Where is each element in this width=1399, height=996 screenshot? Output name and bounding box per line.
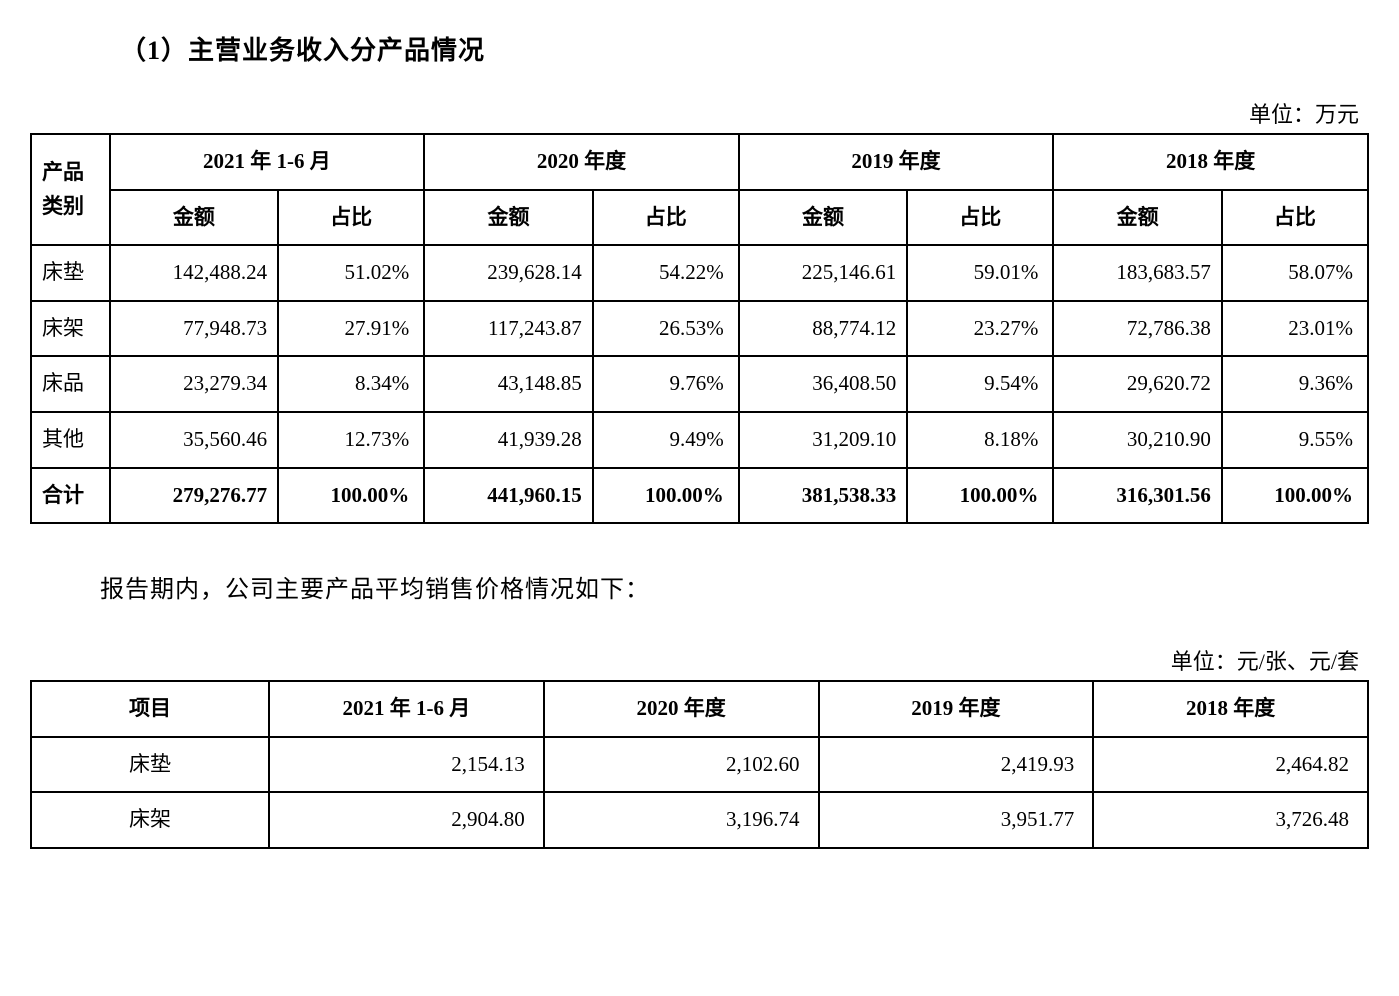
cell-ratio: 54.22% — [593, 245, 739, 301]
cell-value: 2,154.13 — [269, 737, 544, 793]
table-row: 床垫 2,154.13 2,102.60 2,419.93 2,464.82 — [31, 737, 1368, 793]
cell-amount: 72,786.38 — [1053, 301, 1222, 357]
avg-price-table: 项目 2021 年 1-6 月 2020 年度 2019 年度 2018 年度 … — [30, 680, 1369, 849]
cell-ratio: 9.76% — [593, 356, 739, 412]
table-row: 床品 23,279.34 8.34% 43,148.85 9.76% 36,40… — [31, 356, 1368, 412]
cell-ratio: 51.02% — [278, 245, 424, 301]
subheader-amount: 金额 — [110, 190, 279, 246]
cell-category: 其他 — [31, 412, 110, 468]
cell-amount: 239,628.14 — [424, 245, 593, 301]
cell-ratio: 100.00% — [593, 468, 739, 524]
mid-paragraph: 报告期内，公司主要产品平均销售价格情况如下： — [100, 569, 1379, 604]
cell-category: 床垫 — [31, 245, 110, 301]
header-period-1: 2020 年度 — [424, 134, 739, 190]
cell-amount: 279,276.77 — [110, 468, 279, 524]
cell-amount: 88,774.12 — [739, 301, 908, 357]
cell-amount: 77,948.73 — [110, 301, 279, 357]
cell-amount: 381,538.33 — [739, 468, 908, 524]
header-category: 产品类别 — [31, 134, 110, 245]
table-total-row: 合计 279,276.77 100.00% 441,960.15 100.00%… — [31, 468, 1368, 524]
cell-ratio: 9.55% — [1222, 412, 1368, 468]
cell-ratio: 59.01% — [907, 245, 1053, 301]
subheader-ratio: 占比 — [1222, 190, 1368, 246]
cell-item: 床架 — [31, 792, 269, 848]
cell-ratio: 26.53% — [593, 301, 739, 357]
cell-amount: 30,210.90 — [1053, 412, 1222, 468]
header-period-3: 2018 年度 — [1093, 681, 1368, 737]
header-period-1: 2020 年度 — [544, 681, 819, 737]
cell-value: 2,904.80 — [269, 792, 544, 848]
cell-ratio: 8.34% — [278, 356, 424, 412]
subheader-ratio: 占比 — [278, 190, 424, 246]
header-period-0: 2021 年 1-6 月 — [110, 134, 425, 190]
cell-amount: 36,408.50 — [739, 356, 908, 412]
cell-amount: 31,209.10 — [739, 412, 908, 468]
table-row: 床架 2,904.80 3,196.74 3,951.77 3,726.48 — [31, 792, 1368, 848]
cell-ratio: 27.91% — [278, 301, 424, 357]
cell-ratio: 12.73% — [278, 412, 424, 468]
header-period-3: 2018 年度 — [1053, 134, 1368, 190]
cell-amount: 183,683.57 — [1053, 245, 1222, 301]
cell-ratio: 58.07% — [1222, 245, 1368, 301]
cell-value: 2,419.93 — [819, 737, 1094, 793]
table1-body: 床垫 142,488.24 51.02% 239,628.14 54.22% 2… — [31, 245, 1368, 523]
cell-amount: 29,620.72 — [1053, 356, 1222, 412]
cell-amount: 41,939.28 — [424, 412, 593, 468]
cell-value: 3,951.77 — [819, 792, 1094, 848]
cell-ratio: 100.00% — [278, 468, 424, 524]
subheader-amount: 金额 — [739, 190, 908, 246]
table1-unit-label: 单位：万元 — [20, 97, 1359, 129]
subheader-amount: 金额 — [424, 190, 593, 246]
cell-category: 合计 — [31, 468, 110, 524]
table-row: 其他 35,560.46 12.73% 41,939.28 9.49% 31,2… — [31, 412, 1368, 468]
cell-ratio: 23.01% — [1222, 301, 1368, 357]
cell-category: 床架 — [31, 301, 110, 357]
table2-unit-label: 单位：元/张、元/套 — [20, 644, 1359, 676]
header-period-2: 2019 年度 — [819, 681, 1094, 737]
cell-value: 2,102.60 — [544, 737, 819, 793]
cell-ratio: 8.18% — [907, 412, 1053, 468]
cell-amount: 441,960.15 — [424, 468, 593, 524]
header-period-2: 2019 年度 — [739, 134, 1054, 190]
cell-ratio: 9.36% — [1222, 356, 1368, 412]
table-row: 床架 77,948.73 27.91% 117,243.87 26.53% 88… — [31, 301, 1368, 357]
cell-amount: 117,243.87 — [424, 301, 593, 357]
subheader-amount: 金额 — [1053, 190, 1222, 246]
table-row: 床垫 142,488.24 51.02% 239,628.14 54.22% 2… — [31, 245, 1368, 301]
revenue-by-product-table: 产品类别 2021 年 1-6 月 2020 年度 2019 年度 2018 年… — [30, 133, 1369, 524]
cell-amount: 142,488.24 — [110, 245, 279, 301]
cell-ratio: 23.27% — [907, 301, 1053, 357]
cell-ratio: 100.00% — [1222, 468, 1368, 524]
header-item: 项目 — [31, 681, 269, 737]
subheader-ratio: 占比 — [907, 190, 1053, 246]
cell-value: 2,464.82 — [1093, 737, 1368, 793]
cell-category: 床品 — [31, 356, 110, 412]
cell-amount: 316,301.56 — [1053, 468, 1222, 524]
cell-amount: 23,279.34 — [110, 356, 279, 412]
cell-ratio: 100.00% — [907, 468, 1053, 524]
cell-amount: 43,148.85 — [424, 356, 593, 412]
cell-ratio: 9.54% — [907, 356, 1053, 412]
header-period-0: 2021 年 1-6 月 — [269, 681, 544, 737]
subheader-ratio: 占比 — [593, 190, 739, 246]
cell-ratio: 9.49% — [593, 412, 739, 468]
cell-amount: 225,146.61 — [739, 245, 908, 301]
section-title: （1）主营业务收入分产品情况 — [120, 30, 1379, 67]
cell-value: 3,196.74 — [544, 792, 819, 848]
cell-value: 3,726.48 — [1093, 792, 1368, 848]
cell-item: 床垫 — [31, 737, 269, 793]
cell-amount: 35,560.46 — [110, 412, 279, 468]
